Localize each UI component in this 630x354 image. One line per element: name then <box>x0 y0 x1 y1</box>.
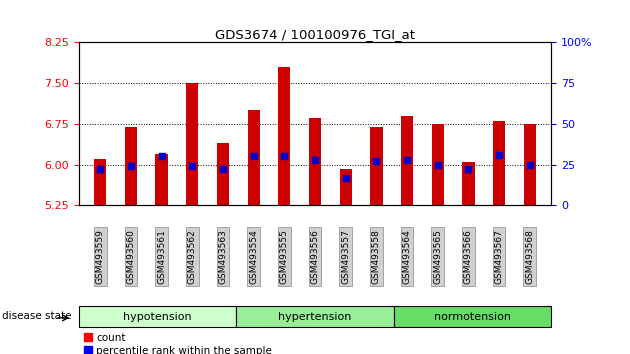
Bar <box>248 110 260 205</box>
Text: GSM493558: GSM493558 <box>372 229 381 284</box>
Text: GSM493557: GSM493557 <box>341 229 350 284</box>
Text: GSM493564: GSM493564 <box>403 229 411 284</box>
Bar <box>340 169 352 205</box>
Point <box>525 162 535 167</box>
Text: disease state: disease state <box>1 311 71 321</box>
Bar <box>309 119 321 205</box>
Bar <box>493 121 505 205</box>
Text: GSM493565: GSM493565 <box>433 229 442 284</box>
Text: GSM493562: GSM493562 <box>188 229 197 284</box>
Text: GSM493563: GSM493563 <box>219 229 227 284</box>
Text: GSM493561: GSM493561 <box>157 229 166 284</box>
Point <box>464 167 474 172</box>
Text: GSM493560: GSM493560 <box>127 229 135 284</box>
Bar <box>278 67 290 205</box>
Bar <box>394 306 551 327</box>
Point <box>187 164 197 169</box>
Point <box>371 159 381 164</box>
Text: normotension: normotension <box>434 312 511 322</box>
Point <box>156 154 166 159</box>
Text: GSM493566: GSM493566 <box>464 229 473 284</box>
Bar <box>401 116 413 205</box>
Point <box>402 157 412 162</box>
Bar <box>186 83 198 205</box>
Point <box>249 154 259 159</box>
Point <box>95 167 105 172</box>
Bar <box>462 162 474 205</box>
Bar <box>217 143 229 205</box>
Bar <box>524 124 536 205</box>
Text: GSM493555: GSM493555 <box>280 229 289 284</box>
Point <box>494 152 504 158</box>
Bar <box>236 306 394 327</box>
Text: GSM493554: GSM493554 <box>249 229 258 284</box>
Point <box>433 162 443 167</box>
Text: hypertension: hypertension <box>278 312 352 322</box>
Legend: count, percentile rank within the sample: count, percentile rank within the sample <box>84 333 272 354</box>
Text: GSM493568: GSM493568 <box>525 229 534 284</box>
Bar <box>370 127 382 205</box>
Point <box>341 175 351 181</box>
Text: hypotension: hypotension <box>123 312 192 322</box>
Bar <box>94 159 106 205</box>
Point <box>218 167 228 172</box>
Point <box>310 157 320 162</box>
Point <box>279 154 289 159</box>
Text: GSM493556: GSM493556 <box>311 229 319 284</box>
Bar <box>432 124 444 205</box>
Point <box>126 164 136 169</box>
Bar <box>79 306 236 327</box>
Text: GSM493567: GSM493567 <box>495 229 503 284</box>
Bar <box>156 154 168 205</box>
Title: GDS3674 / 100100976_TGI_at: GDS3674 / 100100976_TGI_at <box>215 28 415 41</box>
Text: GSM493559: GSM493559 <box>96 229 105 284</box>
Bar <box>125 127 137 205</box>
